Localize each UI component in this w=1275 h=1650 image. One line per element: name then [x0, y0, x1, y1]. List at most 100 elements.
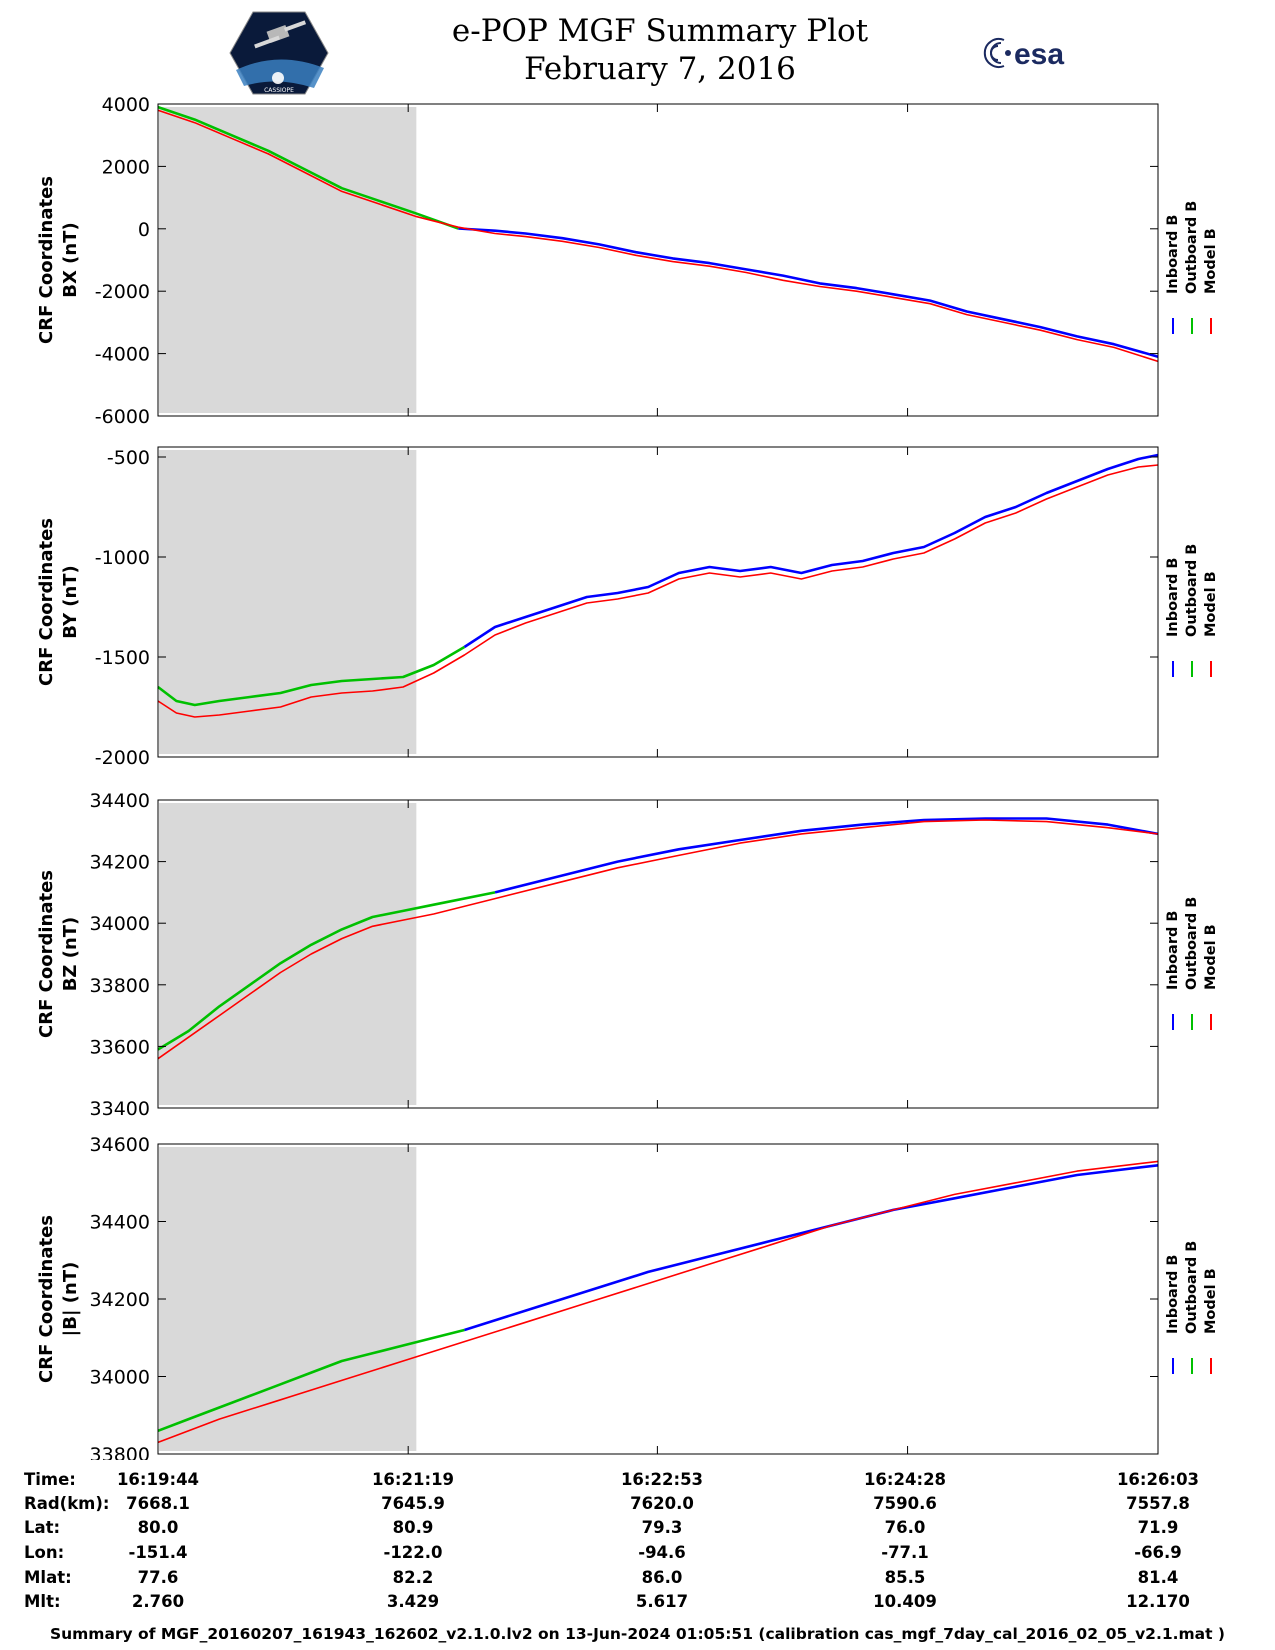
- y-tick-label: 33800: [90, 1444, 150, 1460]
- series-model-b: [157, 109, 1159, 363]
- panel-3: 34400 34200 34000 33800 33600 33400 CRF Coordi…: [36, 790, 1219, 1120]
- info-cell: 16:26:03: [1116, 1470, 1200, 1489]
- cassiope-logo: CASSIOPE: [229, 11, 329, 95]
- panel-2: -500 -1000 -1500 -2000 CRF Coordinates BY (nT…: [36, 446, 1219, 769]
- info-row-label: Mlt:: [24, 1592, 61, 1611]
- plot-frame: [157, 103, 1159, 417]
- y-tick-label: 34000: [90, 913, 150, 935]
- info-cell: 85.5: [884, 1568, 926, 1587]
- y-tick-label: 33600: [90, 1036, 150, 1058]
- info-cell: 16:22:53: [620, 1470, 704, 1489]
- legend-label: Inboard B: [1165, 215, 1181, 294]
- legend: Inboard B Outboard B Model B: [1165, 201, 1219, 334]
- panel-1: 4000 2000 0 -2000 -4000 -6000 CRF Coordinates B…: [36, 94, 1219, 428]
- legend-label: Outboard B: [1184, 201, 1200, 294]
- info-cell: -94.6: [638, 1543, 686, 1562]
- info-row: Time: 16:19:44 16:21:19 16:22:53 16:24:28 16:…: [0, 1470, 1275, 1494]
- info-cell: 3.429: [386, 1592, 440, 1611]
- y-tick-label: -4000: [95, 344, 150, 366]
- y-tick-label: -2000: [95, 281, 150, 303]
- series-model-b: [157, 464, 1159, 718]
- y-axis-label-line-2: BY (nT): [60, 565, 81, 639]
- info-row-label: Mlat:: [24, 1568, 72, 1587]
- info-cell: -151.4: [128, 1543, 188, 1562]
- legend-label: Outboard B: [1184, 1241, 1200, 1334]
- y-axis-label-line-2: BX (nT): [60, 222, 81, 297]
- y-axis-label-line-1: CRF Coordinates: [36, 1215, 57, 1383]
- y-axis-label-line-1: CRF Coordinates: [36, 176, 57, 344]
- series-outboard-b: [157, 891, 496, 1051]
- info-cell: 76.0: [884, 1518, 926, 1537]
- series-inboard-b: [458, 227, 1159, 358]
- shaded-region: [159, 1147, 417, 1451]
- y-tick-label: 33800: [90, 975, 150, 997]
- series-inboard-b: [494, 817, 1159, 894]
- legend-label: Outboard B: [1184, 897, 1200, 990]
- info-cell: 80.0: [137, 1518, 179, 1537]
- legend: Inboard B Outboard B Model B: [1165, 1241, 1219, 1374]
- y-tick-label: 34200: [90, 852, 150, 874]
- y-tick-label: 4000: [102, 94, 150, 116]
- legend-label: Inboard B: [1165, 1255, 1181, 1334]
- y-tick-label: 34200: [90, 1289, 150, 1311]
- info-row-label: Lon:: [24, 1543, 65, 1562]
- info-row: Rad(km): 7668.1 7645.9 7620.0 7590.6 7557.8: [0, 1494, 1275, 1518]
- info-row: Mlt: 2.760 3.429 5.617 10.409 12.170: [0, 1592, 1275, 1616]
- y-axis-label-line-1: CRF Coordinates: [36, 870, 57, 1038]
- info-cell: 79.3: [641, 1518, 683, 1537]
- legend-label: Model B: [1203, 571, 1219, 637]
- info-cell: 7590.6: [873, 1494, 937, 1513]
- y-tick-label: -500: [107, 447, 150, 469]
- y-tick-label: 2000: [102, 156, 150, 178]
- info-row: Lon: -151.4 -122.0 -94.6 -77.1 -66.9: [0, 1543, 1275, 1567]
- info-cell: 12.170: [1126, 1592, 1190, 1611]
- info-cell: -66.9: [1134, 1543, 1182, 1562]
- legend-label: Model B: [1203, 924, 1219, 990]
- info-cell: 16:21:19: [371, 1470, 455, 1489]
- series-model-b: [157, 1160, 1159, 1444]
- legend: Inboard B Outboard B Model B: [1165, 897, 1219, 1030]
- info-cell: 82.2: [392, 1568, 434, 1587]
- info-cell: 2.760: [131, 1592, 185, 1611]
- y-tick-label: 34400: [90, 790, 150, 812]
- plot-frame: [157, 799, 1159, 1109]
- legend-label: Model B: [1203, 228, 1219, 294]
- legend-label: Inboard B: [1165, 911, 1181, 990]
- footer-caption: Summary of MGF_20160207_161943_162602_v2…: [49, 1625, 1226, 1643]
- title-line-2: February 7, 2016: [524, 51, 796, 87]
- shaded-region: [159, 107, 417, 413]
- series-outboard-b: [157, 1328, 465, 1433]
- y-tick-label: -2000: [95, 747, 150, 769]
- legend-label: Outboard B: [1184, 544, 1200, 637]
- plot-frame: [157, 446, 1159, 758]
- series-outboard-b: [157, 645, 466, 707]
- y-tick-label: -6000: [95, 406, 150, 428]
- shaded-region: [159, 450, 417, 754]
- series-inboard-b: [464, 1164, 1159, 1332]
- y-tick-label: 34400: [90, 1212, 150, 1234]
- y-tick-label: -1500: [95, 647, 150, 669]
- info-cell: 7645.9: [381, 1494, 445, 1513]
- legend: Inboard B Outboard B Model B: [1165, 544, 1219, 677]
- info-cell: 80.9: [392, 1518, 434, 1537]
- esa-logo: esa: [983, 38, 1064, 71]
- info-cell: 7668.1: [126, 1494, 190, 1513]
- info-cell: 77.6: [137, 1568, 179, 1587]
- y-tick-label: 33400: [90, 1098, 150, 1120]
- info-cell: 10.409: [873, 1592, 937, 1611]
- info-cell: -122.0: [383, 1543, 443, 1562]
- y-tick-label: 0: [138, 219, 150, 241]
- y-tick-label: 34600: [90, 1134, 150, 1156]
- shaded-region: [159, 803, 417, 1105]
- info-row-label: Time:: [24, 1470, 76, 1489]
- info-row: Lat: 80.0 80.9 79.3 76.0 71.9: [0, 1518, 1275, 1542]
- info-cell: 16:24:28: [863, 1470, 947, 1489]
- info-row: Mlat: 77.6 82.2 86.0 85.5 81.4: [0, 1568, 1275, 1592]
- info-cell: 16:19:44: [116, 1470, 200, 1489]
- info-cell: 7620.0: [630, 1494, 694, 1513]
- series-model-b: [157, 819, 1159, 1060]
- series-inboard-b: [463, 453, 1159, 649]
- y-tick-label: 34000: [90, 1367, 150, 1389]
- y-tick-label: -1000: [95, 547, 150, 569]
